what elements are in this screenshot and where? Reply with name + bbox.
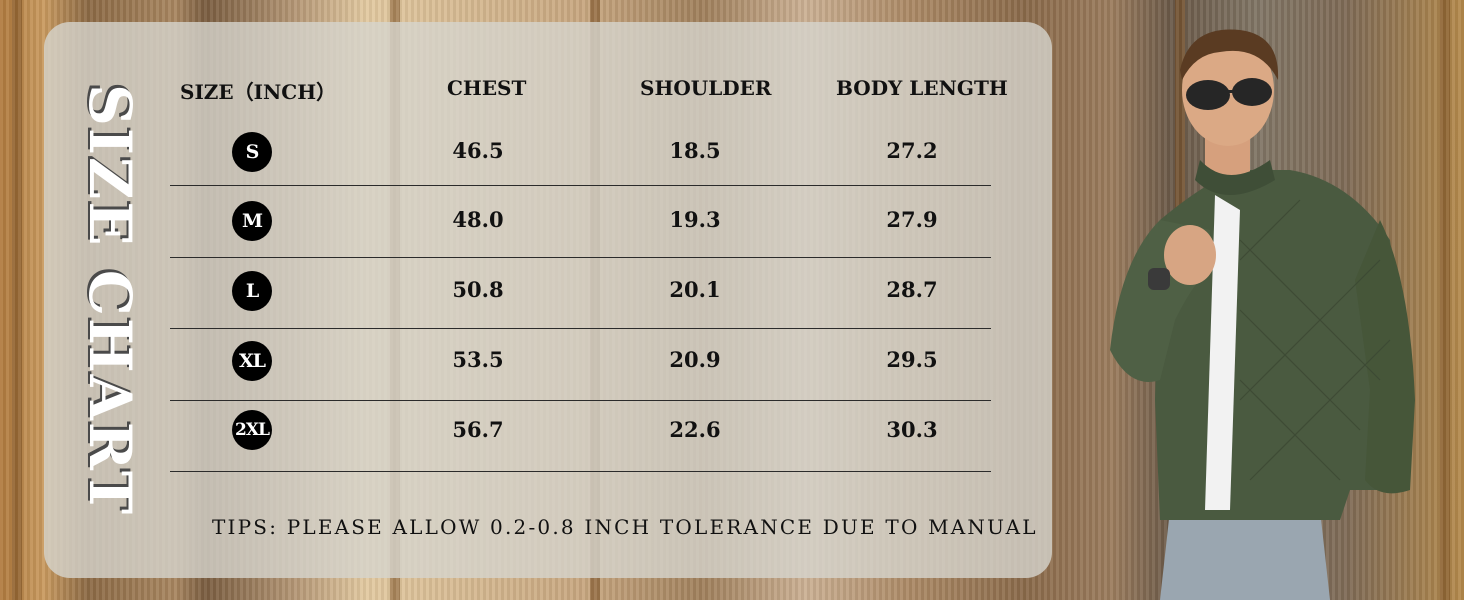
header-body-length: BODY LENGTH — [836, 76, 1008, 100]
shoulder-value: 19.3 — [669, 207, 721, 232]
row-divider — [170, 328, 991, 329]
shoulder-value: 20.1 — [669, 277, 721, 302]
chest-value: 48.0 — [452, 207, 504, 232]
size-badge-l: L — [232, 271, 272, 311]
body-length-value: 30.3 — [886, 417, 938, 442]
header-size: SIZE（INCH） — [180, 80, 337, 104]
chest-value: 50.8 — [452, 277, 504, 302]
body-length-value: 29.5 — [886, 347, 938, 372]
body-length-value: 27.2 — [886, 138, 938, 163]
chest-value: 46.5 — [452, 138, 504, 163]
size-badge-xl: XL — [232, 341, 272, 381]
size-chart-title: SIZE CHART — [76, 83, 144, 517]
header-shoulder: SHOULDER — [640, 76, 772, 100]
header-chest: CHEST — [447, 76, 527, 100]
size-badge-s: S — [232, 132, 272, 172]
row-divider — [170, 471, 991, 472]
shoulder-value: 20.9 — [669, 347, 721, 372]
window-frame — [12, 0, 22, 600]
model-photo-icon — [1110, 29, 1415, 600]
body-length-value: 27.9 — [886, 207, 938, 232]
size-chart-card — [44, 22, 1052, 578]
tolerance-tips: TIPS: PLEASE ALLOW 0.2-0.8 INCH TOLERANC… — [212, 515, 1038, 539]
shoulder-value: 18.5 — [669, 138, 721, 163]
window-frame — [1440, 0, 1450, 600]
row-divider — [170, 185, 991, 186]
row-divider — [170, 257, 991, 258]
chest-value: 56.7 — [452, 417, 504, 442]
chest-value: 53.5 — [452, 347, 504, 372]
body-length-value: 28.7 — [886, 277, 938, 302]
size-badge-2xl: 2XL — [232, 410, 272, 450]
size-badge-m: M — [232, 201, 272, 241]
row-divider — [170, 400, 991, 401]
shoulder-value: 22.6 — [669, 417, 721, 442]
